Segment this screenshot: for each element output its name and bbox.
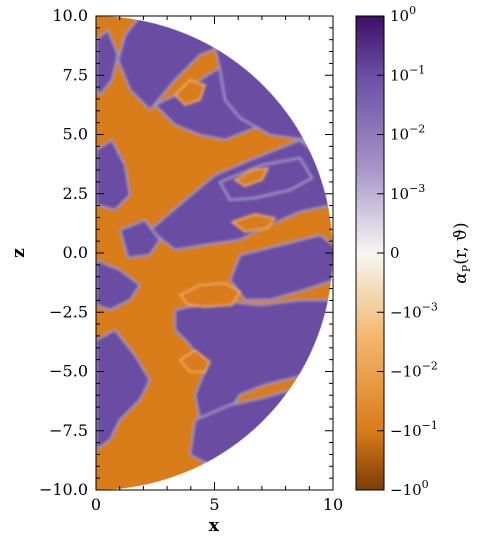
orange-island-lower-mid xyxy=(178,349,211,373)
y-tick-label: −7.5 xyxy=(49,421,88,440)
y-axis-ticks: 10.0 7.5 5.0 2.5 0.0 −2.5 −5.0 −7.5 −10.0 xyxy=(39,6,333,499)
x-tick-label: 5 xyxy=(209,495,219,514)
colorbar-title-args: (r, ϑ) xyxy=(451,222,471,264)
orange-island-right xyxy=(230,213,277,233)
colorbar-tick-label: −10−3 xyxy=(390,300,438,321)
x-axis-minor-ticks xyxy=(119,16,310,490)
purple-region-right-lobe xyxy=(218,156,314,202)
y-tick-label: 10.0 xyxy=(52,6,88,25)
colorbar-tick-label: −100 xyxy=(390,478,429,499)
y-axis-label: z xyxy=(9,248,29,258)
colorbar-tick-label: 10−1 xyxy=(390,63,425,84)
field-purple-regions xyxy=(96,16,333,467)
orange-island-upper-mid xyxy=(173,79,206,106)
purple-region-left-upper xyxy=(96,138,132,212)
colorbar-title: αP(r, ϑ) xyxy=(451,222,473,283)
y-tick-label: −5.0 xyxy=(49,362,88,381)
x-tick-label: 0 xyxy=(91,495,101,514)
y-axis-minor-ticks xyxy=(96,27,333,479)
orange-island-upper xyxy=(233,167,270,187)
colorbar-ticks: 100 10−1 10−2 10−3 0 −10−3 −10−2 −10−1 −100 xyxy=(377,4,438,499)
field-orange-islands xyxy=(173,79,277,373)
orange-island-lower xyxy=(178,282,242,308)
x-axis-ticks: 0 5 10 xyxy=(91,16,343,514)
colorbar-title-sub: P xyxy=(460,264,473,272)
x-tick-label: 10 xyxy=(323,495,343,514)
purple-region-center-left xyxy=(118,218,162,260)
y-tick-label: −10.0 xyxy=(39,480,88,499)
purple-region-left-mid xyxy=(96,258,142,312)
colorbar-tick-label: −10−1 xyxy=(390,419,438,440)
colorbar-tick-label: 10−2 xyxy=(390,123,425,144)
colorbar-tick-label: 0 xyxy=(390,244,400,262)
x-axis-label: x xyxy=(209,516,220,536)
purple-region-left-top xyxy=(96,28,120,97)
y-tick-label: 7.5 xyxy=(63,65,88,84)
colorbar-tick-label: −10−2 xyxy=(390,360,438,381)
colorbar-tick-label: 100 xyxy=(390,4,416,25)
colorbar-title-main: α xyxy=(451,272,471,284)
purple-region-left-lower xyxy=(96,328,152,452)
y-tick-label: 0.0 xyxy=(63,243,88,262)
y-tick-label: 5.0 xyxy=(63,125,88,144)
y-tick-label: −2.5 xyxy=(49,302,88,321)
heatmap-field xyxy=(96,16,333,490)
y-tick-label: 2.5 xyxy=(63,184,88,203)
colorbar-tick-label: 10−3 xyxy=(390,182,425,203)
